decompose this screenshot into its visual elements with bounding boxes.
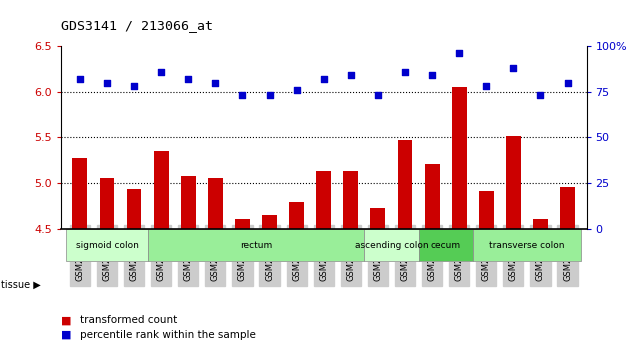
Bar [99,178,114,229]
Text: ■: ■ [61,330,71,339]
Bar [154,151,169,229]
Point [156,69,166,74]
Bar [419,229,472,261]
Text: transformed count: transformed count [80,315,178,325]
Text: cecum: cecum [431,241,461,250]
Point [345,73,356,78]
Point [129,84,139,89]
Bar [424,164,440,229]
Point [102,80,112,85]
Bar [262,215,277,229]
Bar [452,87,467,229]
Bar [66,229,147,261]
Bar [235,219,250,229]
Text: tissue ▶: tissue ▶ [1,280,41,290]
Text: rectum: rectum [240,241,272,250]
Point [210,80,221,85]
Bar [533,219,548,229]
Bar [506,136,520,229]
Point [237,92,247,98]
Point [183,76,194,82]
Point [535,92,545,98]
Text: percentile rank within the sample: percentile rank within the sample [80,330,256,339]
Bar [370,208,385,229]
Bar [560,187,575,229]
Bar [181,176,196,229]
Text: ■: ■ [61,315,71,325]
Bar [344,171,358,229]
Point [373,92,383,98]
Point [264,92,274,98]
Bar [208,178,223,229]
Bar [127,189,142,229]
Point [454,51,464,56]
Bar [72,158,87,229]
Bar [364,229,419,261]
Text: GDS3141 / 213066_at: GDS3141 / 213066_at [61,19,213,32]
Bar [397,140,412,229]
Point [400,69,410,74]
Point [481,84,492,89]
Text: sigmoid colon: sigmoid colon [76,241,138,250]
Point [427,73,437,78]
Bar [289,202,304,229]
Bar [316,171,331,229]
Point [75,76,85,82]
Point [319,76,329,82]
Point [562,80,572,85]
Bar [479,191,494,229]
Bar [147,229,364,261]
Point [508,65,519,71]
Point [292,87,302,93]
Text: ascending colon: ascending colon [354,241,428,250]
Bar [472,229,581,261]
Text: transverse colon: transverse colon [489,241,565,250]
